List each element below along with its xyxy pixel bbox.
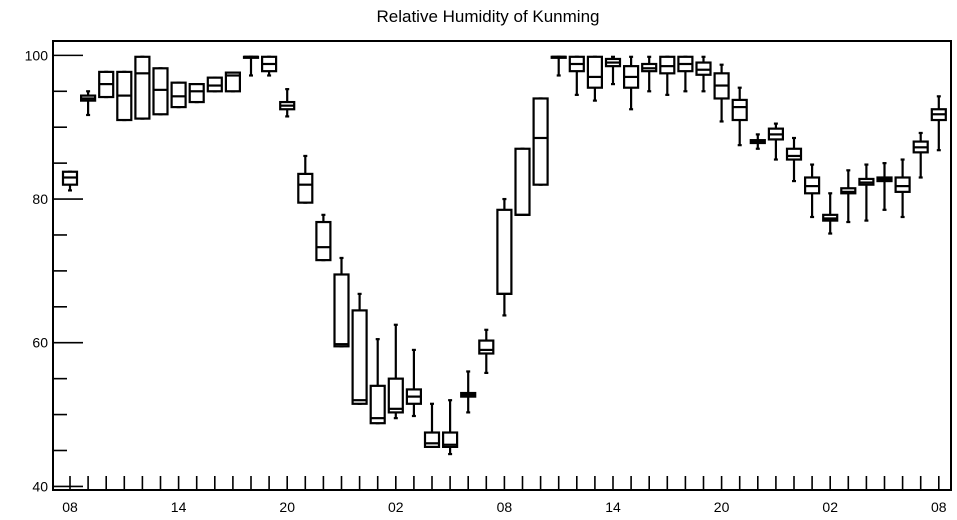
box-body	[496, 208, 513, 295]
x-tick-label: 08	[62, 499, 78, 515]
box-3	[116, 70, 133, 122]
box-body	[351, 309, 368, 405]
x-tick-label: 14	[171, 499, 187, 515]
x-tick-label: 02	[388, 499, 404, 515]
box-body	[423, 431, 441, 448]
x-tick-label: 14	[605, 499, 621, 515]
box-27	[550, 55, 567, 77]
box-38	[749, 133, 766, 150]
boxes-layer	[61, 55, 947, 456]
box-25	[514, 147, 531, 216]
box-8	[206, 76, 223, 93]
box-body	[442, 431, 459, 448]
box-24	[496, 197, 513, 317]
box-body	[369, 384, 386, 425]
box-23	[478, 328, 495, 375]
box-body	[387, 377, 404, 414]
x-tick-label: 08	[931, 499, 947, 515]
box-46	[894, 158, 911, 219]
box-33	[659, 55, 676, 96]
box-4	[134, 55, 151, 120]
box-22	[460, 370, 477, 414]
box-body	[152, 67, 169, 116]
box-20	[423, 402, 441, 448]
y-tick-label: 80	[32, 191, 48, 207]
box-13	[297, 154, 314, 204]
box-47	[912, 131, 929, 179]
box-body	[731, 98, 748, 122]
box-43	[840, 169, 857, 224]
box-5	[152, 67, 169, 116]
box-39	[767, 122, 785, 161]
box-body	[478, 339, 495, 355]
x-tick-label: 20	[714, 499, 730, 515]
box-body	[333, 273, 350, 348]
box-body	[224, 71, 241, 93]
box-48	[930, 95, 947, 152]
box-18	[387, 323, 404, 420]
box-21	[442, 399, 459, 456]
y-tick-label: 100	[25, 47, 49, 63]
box-body	[586, 55, 604, 89]
box-10	[242, 55, 260, 77]
box-41	[803, 163, 821, 219]
box-15	[333, 256, 350, 348]
box-11	[261, 55, 278, 77]
box-body	[894, 176, 911, 193]
box-29	[586, 55, 604, 102]
box-6	[170, 81, 187, 109]
box-42	[822, 192, 839, 235]
box-32	[641, 55, 658, 93]
box-body	[514, 147, 531, 216]
box-28	[568, 55, 585, 96]
box-9	[224, 71, 241, 93]
box-body	[170, 81, 187, 109]
y-axis: 40 60 80 100	[25, 47, 83, 494]
box-17	[369, 338, 386, 425]
box-34	[677, 55, 694, 93]
box-30	[604, 55, 622, 86]
plot-frame	[52, 40, 952, 491]
box-body	[315, 220, 332, 262]
box-12	[279, 88, 296, 118]
box-body	[785, 147, 803, 161]
box-14	[315, 213, 332, 262]
y-tick-label: 40	[32, 478, 48, 494]
box-19	[405, 348, 422, 418]
x-tick-label: 20	[279, 499, 295, 515]
box-45	[876, 162, 893, 211]
x-axis: 08 14 20 02 08 14 20 02 08	[62, 476, 947, 515]
box-26	[532, 97, 549, 186]
y-tick-label: 60	[32, 335, 48, 351]
box-36	[713, 63, 730, 123]
box-37	[731, 86, 748, 147]
box-0	[61, 170, 79, 192]
box-35	[695, 55, 712, 93]
box-40	[785, 136, 803, 183]
box-16	[351, 292, 368, 405]
box-44	[858, 163, 875, 222]
box-31	[622, 55, 640, 111]
box-body	[188, 83, 205, 104]
x-tick-label: 08	[497, 499, 513, 515]
box-body	[297, 172, 314, 204]
box-1	[79, 90, 97, 117]
box-2	[98, 70, 115, 99]
box-body	[532, 97, 549, 186]
x-tick-label: 02	[822, 499, 838, 515]
box-body	[134, 55, 151, 120]
box-7	[188, 83, 205, 104]
chart-title: Relative Humidity of Kunming	[377, 7, 600, 26]
